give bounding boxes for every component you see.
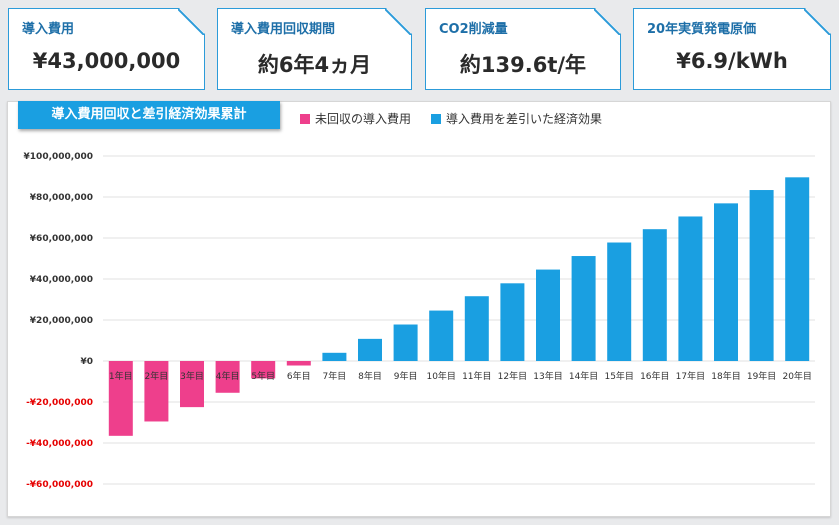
bar: [571, 256, 596, 361]
bar: [536, 269, 560, 361]
legend-label: 未回収の導入費用: [315, 112, 412, 126]
bar: [358, 338, 382, 361]
y-tick-label: ¥40,000,000: [30, 275, 93, 285]
legend-swatch-blue: [431, 114, 441, 124]
kpi-card-co2-reduction: CO2削減量 約139.6t/年: [425, 8, 621, 90]
x-tick-label: 19年目: [747, 370, 776, 382]
corner-fold-icon: [178, 9, 204, 35]
y-tick-label: ¥20,000,000: [30, 316, 93, 326]
x-tick-label: 11年目: [462, 370, 491, 382]
corner-fold-icon: [385, 9, 411, 35]
kpi-card-initial-cost: 導入費用 ¥43,000,000: [8, 8, 205, 90]
x-tick-label: 5年目: [251, 370, 275, 382]
kpi-label: 導入費用回収期間: [231, 22, 336, 37]
x-tick-label: 18年目: [711, 370, 740, 382]
kpi-card-payback-period: 導入費用回収期間 約6年4ヵ月: [217, 8, 412, 90]
y-tick-label: ¥0: [80, 357, 93, 367]
x-tick-label: 12年目: [498, 370, 527, 382]
kpi-value: ¥6.9/kWh: [676, 49, 788, 73]
bar: [749, 190, 774, 361]
kpi-value: ¥43,000,000: [32, 49, 181, 73]
bar: [393, 324, 418, 361]
y-tick-label: -¥40,000,000: [26, 439, 93, 449]
x-tick-label: 7年目: [323, 370, 347, 382]
x-tick-label: 8年目: [358, 370, 382, 382]
x-tick-label: 2年目: [145, 370, 169, 382]
bar: [251, 361, 276, 379]
legend-label: 導入費用を差引いた経済効果: [446, 112, 603, 126]
y-tick-label: ¥100,000,000: [24, 152, 93, 162]
chart-title: 導入費用回収と差引経済効果累計: [18, 101, 280, 129]
x-tick-label: 9年目: [394, 370, 418, 382]
kpi-value: 約139.6t/年: [459, 53, 587, 77]
bar: [108, 361, 133, 436]
x-tick-label: 20年目: [782, 370, 811, 382]
bar: [286, 361, 311, 366]
x-tick-label: 17年目: [676, 370, 705, 382]
x-tick-label: 15年目: [604, 370, 633, 382]
bar: [215, 361, 240, 393]
legend-item-unrecovered: 未回収の導入費用: [300, 110, 411, 127]
y-tick-label: -¥20,000,000: [26, 398, 93, 408]
bar: [607, 242, 632, 361]
x-tick-label: 10年目: [426, 370, 455, 382]
legend-swatch-pink: [300, 114, 310, 124]
y-tick-label: -¥60,000,000: [26, 480, 93, 490]
bar: [144, 361, 169, 422]
x-tick-label: 3年目: [180, 370, 204, 382]
bar: [322, 352, 347, 361]
legend-item-economic-effect: 導入費用を差引いた経済効果: [431, 110, 602, 127]
bar: [180, 361, 204, 408]
kpi-card-generation-cost: 20年実質発電原価 ¥6.9/kWh: [633, 8, 831, 90]
x-tick-label: 13年目: [533, 370, 562, 382]
kpi-label: 導入費用: [22, 22, 75, 37]
kpi-label: 20年実質発電原価: [647, 22, 757, 37]
y-tick-label: ¥60,000,000: [30, 234, 93, 244]
bar: [464, 296, 489, 361]
x-tick-label: 14年目: [569, 370, 598, 382]
y-tick-label: ¥80,000,000: [30, 193, 93, 203]
bar: [642, 229, 667, 361]
x-tick-label: 4年目: [216, 370, 240, 382]
bar: [714, 203, 738, 361]
corner-fold-icon: [804, 9, 830, 35]
bar: [500, 283, 525, 361]
bar: [429, 310, 454, 361]
x-tick-label: 6年目: [287, 370, 311, 382]
x-tick-label: 16年目: [640, 370, 669, 382]
kpi-label: CO2削減量: [439, 22, 508, 37]
x-tick-label: 1年目: [109, 370, 133, 382]
kpi-value: 約6年4ヵ月: [257, 53, 372, 77]
bar: [785, 177, 810, 361]
bar: [678, 216, 703, 361]
corner-fold-icon: [594, 9, 620, 35]
